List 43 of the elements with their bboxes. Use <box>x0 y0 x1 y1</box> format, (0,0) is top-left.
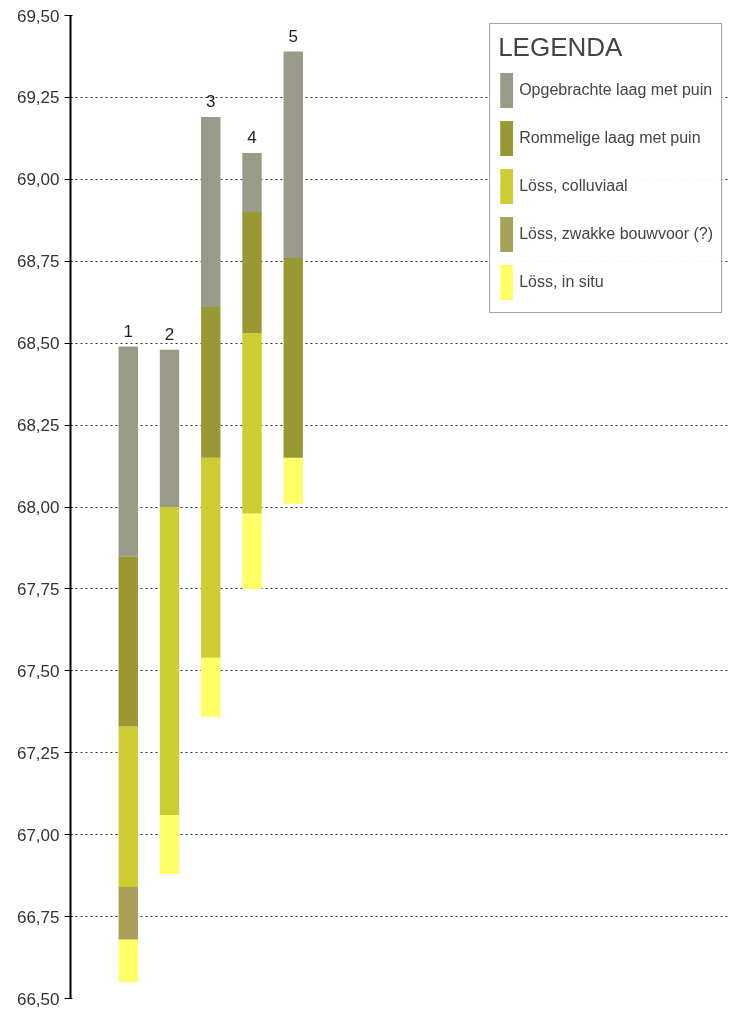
legend-label: Löss, zwakke bouwvoor (?) <box>519 225 713 243</box>
bar <box>283 51 303 258</box>
y-tick-label: 67,00 <box>16 825 60 845</box>
legend-title: LEGENDA <box>498 32 624 63</box>
bar <box>159 507 180 816</box>
x-tick-label: 5 <box>288 26 298 46</box>
bar <box>118 556 138 727</box>
bar <box>118 346 138 557</box>
bar <box>159 815 180 874</box>
y-tick-label: 68,75 <box>16 252 60 272</box>
legend-label: Rommelige laag met puin <box>519 129 701 147</box>
y-tick-label: 69,00 <box>16 170 60 190</box>
bar <box>242 333 262 514</box>
x-tick-label: 2 <box>164 324 175 344</box>
bar <box>201 307 221 458</box>
bar <box>242 153 262 213</box>
bar <box>283 457 303 504</box>
y-tick-label: 66,50 <box>16 989 60 1009</box>
y-tick-label: 69,25 <box>16 88 60 108</box>
bar <box>242 513 262 589</box>
y-tick-label: 69,50 <box>16 6 60 26</box>
y-tick-label: 68,00 <box>16 498 60 517</box>
bar <box>201 457 221 658</box>
bar <box>201 657 221 717</box>
bar <box>242 212 262 334</box>
bar <box>159 349 180 507</box>
y-tick-label: 66,75 <box>16 907 60 927</box>
x-tick-label: 3 <box>206 92 216 112</box>
y-tick-label: 67,25 <box>16 743 60 763</box>
bar <box>283 257 303 458</box>
bar <box>118 939 138 983</box>
bar <box>201 117 221 308</box>
legend-label: Opgebrachte laag met puin <box>519 81 713 99</box>
legend-label: Löss, in situ <box>519 273 604 291</box>
y-tick-label: 68,25 <box>16 416 60 436</box>
x-tick-label: 4 <box>247 128 257 148</box>
bar <box>118 887 138 940</box>
x-tick-label: 1 <box>123 321 133 341</box>
y-tick-label: 67,75 <box>16 579 60 599</box>
y-tick-label: 67,50 <box>16 661 60 681</box>
y-tick-label: 68,50 <box>16 334 60 354</box>
legend-label: Löss, colluviaal <box>519 177 628 195</box>
bar <box>118 726 138 888</box>
